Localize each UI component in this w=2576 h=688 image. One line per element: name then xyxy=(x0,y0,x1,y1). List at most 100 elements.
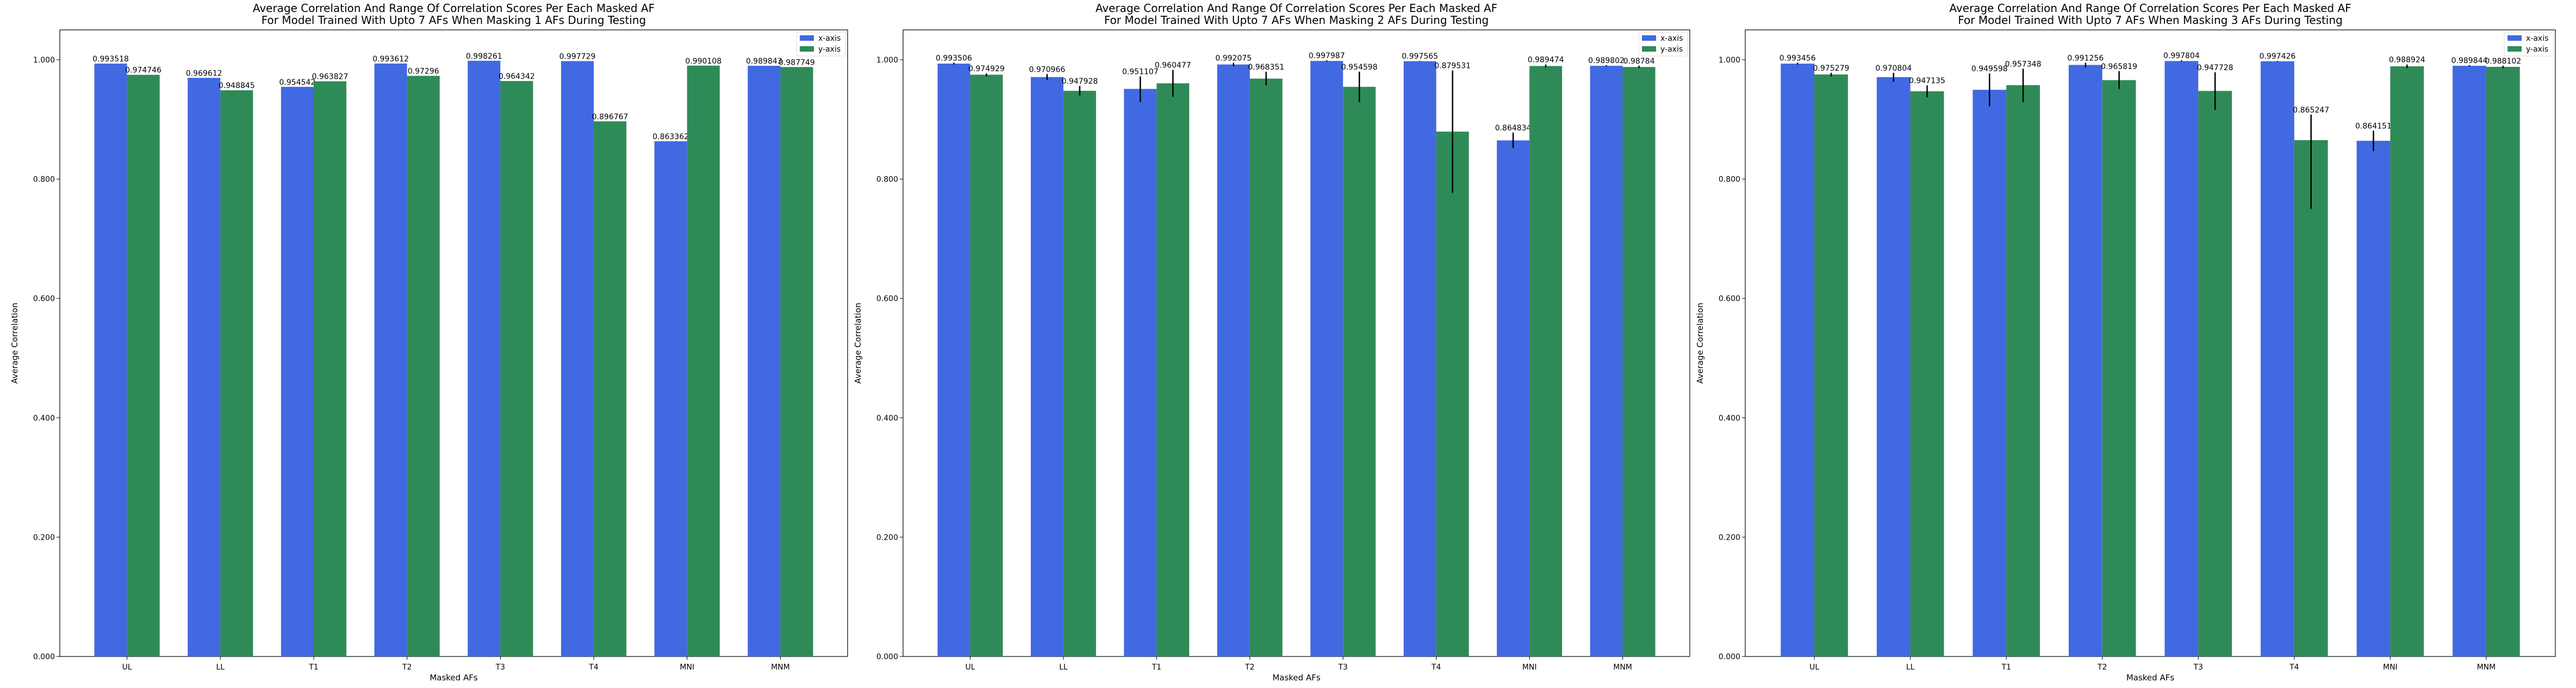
bar-value-label: 0.957348 xyxy=(2005,60,2042,68)
bar-x-axis-T1 xyxy=(1973,90,2007,656)
bar-value-label: 0.949598 xyxy=(1971,65,2008,73)
bar-x-axis-T3 xyxy=(468,60,501,657)
y-tick-label: 0.200 xyxy=(876,533,898,542)
bar-value-label: 0.896767 xyxy=(592,112,629,121)
y-axis-label: Average Correlation xyxy=(10,303,20,384)
chart-title-line-1: Average Correlation And Range Of Correla… xyxy=(253,2,655,15)
bar-y-axis-MNM xyxy=(2486,66,2520,657)
bar-value-label: 0.965819 xyxy=(2101,62,2137,71)
legend-swatch-x-axis xyxy=(2507,35,2522,41)
bar-y-axis-UL xyxy=(127,74,160,656)
chart-title-line-2: For Model Trained With Upto 7 AFs When M… xyxy=(1104,14,1489,27)
bar-value-label: 0.968351 xyxy=(1248,63,1284,72)
bar-y-axis-LL xyxy=(1910,91,1944,656)
bar-y-axis-UL xyxy=(970,74,1003,657)
bar-y-axis-MNI xyxy=(1529,66,1563,657)
bar-value-label: 0.988924 xyxy=(2389,56,2425,65)
x-tick-label: LL xyxy=(1059,663,1068,672)
bar-value-label: 0.864151 xyxy=(2355,122,2392,131)
bar-value-label: 0.989802 xyxy=(1588,57,1625,65)
bar-value-label: 0.990108 xyxy=(685,57,721,66)
y-tick-label: 0.800 xyxy=(1719,176,1740,184)
y-tick-label: 0.600 xyxy=(1719,295,1740,303)
x-tick-label: MNI xyxy=(1522,663,1537,672)
x-tick-label: T1 xyxy=(1152,663,1161,672)
axes-frame xyxy=(59,29,848,657)
bar-value-label: 0.863362 xyxy=(652,133,689,141)
bar-x-axis-T4 xyxy=(2261,61,2294,657)
y-tick-label: 1.000 xyxy=(876,56,898,65)
bar-value-label: 0.948845 xyxy=(219,82,255,90)
bar-x-axis-LL xyxy=(1876,77,1911,657)
y-tick-label: 0.000 xyxy=(876,653,898,661)
chart-panel-2: Average Correlation And Range Of Correla… xyxy=(853,2,1690,683)
bar-y-axis-T3 xyxy=(2198,91,2232,656)
x-tick-label: T3 xyxy=(2193,663,2203,672)
x-tick-label: T2 xyxy=(1245,663,1254,672)
bar-y-axis-T1 xyxy=(1156,83,1190,656)
chart-title-line-1: Average Correlation And Range Of Correla… xyxy=(1096,2,1497,15)
bar-value-label: 0.970966 xyxy=(1029,65,1065,74)
x-axis-label: Masked AFs xyxy=(430,673,478,683)
chart-title-line-1: Average Correlation And Range Of Correla… xyxy=(1949,2,2351,15)
chart-panel-3: Average Correlation And Range Of Correla… xyxy=(1695,2,2556,683)
bar-x-axis-LL xyxy=(188,78,221,656)
legend-label-x-axis: x-axis xyxy=(2526,34,2548,43)
x-tick-label: UL xyxy=(1809,663,1819,672)
bar-value-label: 0.998261 xyxy=(466,52,502,61)
bar-value-label: 0.963827 xyxy=(312,73,349,82)
y-tick-label: 1.000 xyxy=(33,56,55,65)
bar-x-axis-MNI xyxy=(1497,140,1530,656)
chart-panel-1: Average Correlation And Range Of Correla… xyxy=(10,2,848,683)
legend-swatch-y-axis xyxy=(1642,46,1656,52)
bar-y-axis-T4 xyxy=(594,121,627,657)
bar-value-label: 0.864834 xyxy=(1495,124,1532,133)
chart-title-line-2: For Model Trained With Upto 7 AFs When M… xyxy=(262,14,646,27)
y-tick-label: 0.200 xyxy=(33,533,55,542)
bar-value-label: 0.98784 xyxy=(1623,57,1655,66)
y-tick-label: 0.000 xyxy=(33,653,55,661)
x-tick-label: LL xyxy=(216,663,225,672)
bar-value-label: 0.991256 xyxy=(2067,54,2104,62)
bar-y-axis-UL xyxy=(1814,74,1848,656)
y-tick-label: 0.800 xyxy=(876,176,898,184)
legend-label-y-axis: y-axis xyxy=(2526,45,2548,54)
bar-value-label: 0.989844 xyxy=(2451,57,2488,65)
legend-swatch-y-axis xyxy=(800,46,814,52)
bar-y-axis-MNI xyxy=(2390,66,2424,657)
bar-value-label: 0.992075 xyxy=(1215,54,1252,62)
x-tick-label: LL xyxy=(1906,663,1915,672)
y-tick-label: 0.200 xyxy=(1719,533,1740,542)
x-tick-label: MNI xyxy=(680,663,694,672)
x-axis-label: Masked AFs xyxy=(2126,673,2175,683)
bar-value-label: 0.993518 xyxy=(92,55,129,64)
bar-value-label: 0.989843 xyxy=(746,57,782,66)
bar-y-axis-T1 xyxy=(313,81,347,656)
bar-value-label: 0.97296 xyxy=(408,67,439,76)
y-axis-label: Average Correlation xyxy=(853,303,863,384)
bar-y-axis-LL xyxy=(1063,91,1096,657)
bar-value-label: 0.951107 xyxy=(1122,68,1159,77)
bar-value-label: 0.969612 xyxy=(186,69,222,78)
y-tick-label: 0.000 xyxy=(1719,653,1740,661)
bar-value-label: 0.997804 xyxy=(2163,52,2200,60)
bar-value-label: 0.997729 xyxy=(559,52,596,61)
bar-value-label: 0.987749 xyxy=(779,58,815,67)
bar-value-label: 0.865247 xyxy=(2293,106,2329,115)
bar-value-label: 0.997565 xyxy=(1402,52,1438,61)
x-tick-label: T2 xyxy=(2097,663,2107,672)
x-tick-label: T3 xyxy=(1337,663,1347,672)
bar-x-axis-UL xyxy=(937,64,970,657)
x-tick-label: T1 xyxy=(2001,663,2011,672)
bar-x-axis-T3 xyxy=(2164,61,2199,657)
chart-title-line-2: For Model Trained With Upto 7 AFs When M… xyxy=(1958,14,2342,27)
bar-value-label: 0.993506 xyxy=(936,54,972,62)
bar-y-axis-T3 xyxy=(1343,86,1376,656)
bar-x-axis-T4 xyxy=(561,61,594,656)
x-tick-label: T4 xyxy=(1431,663,1441,672)
legend-label-x-axis: x-axis xyxy=(818,34,841,43)
bar-value-label: 0.975279 xyxy=(1813,64,1850,73)
legend-swatch-x-axis xyxy=(800,35,814,41)
axes-frame xyxy=(1745,29,2556,657)
x-tick-label: MNI xyxy=(2383,663,2398,672)
